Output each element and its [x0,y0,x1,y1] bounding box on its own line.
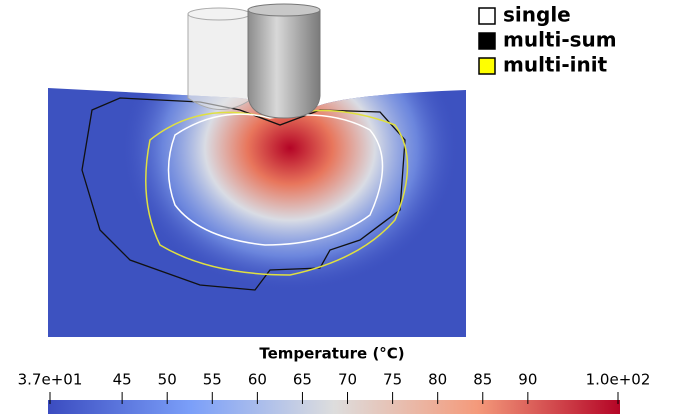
legend-label: single [503,3,571,27]
tick-label: 45 [113,371,132,389]
colorbar-ticks: 3.7e+01 45 50 55 60 65 70 75 80 85 90 1.0e+02 [18,371,651,404]
tick-label: 55 [203,371,222,389]
legend-label: multi-sum [503,28,617,52]
tick-label: 90 [518,371,537,389]
tools [187,3,321,119]
colorbar-title: Temperature (°C) [259,345,404,363]
legend-label: multi-init [503,53,608,77]
tick-label: 60 [248,371,267,389]
tick-label: 80 [428,371,447,389]
tick-label: 3.7e+01 [18,371,83,389]
legend-swatch [478,7,496,25]
tick-label: 85 [473,371,492,389]
workpiece [48,88,466,337]
tick-label: 75 [383,371,402,389]
colorbar [48,400,620,414]
tick-label: 70 [338,371,357,389]
tick-label: 50 [158,371,177,389]
tick-label: 65 [293,371,312,389]
legend-swatch [478,57,496,75]
tick-label: 1.0e+02 [586,371,651,389]
legend-swatch [478,32,496,50]
